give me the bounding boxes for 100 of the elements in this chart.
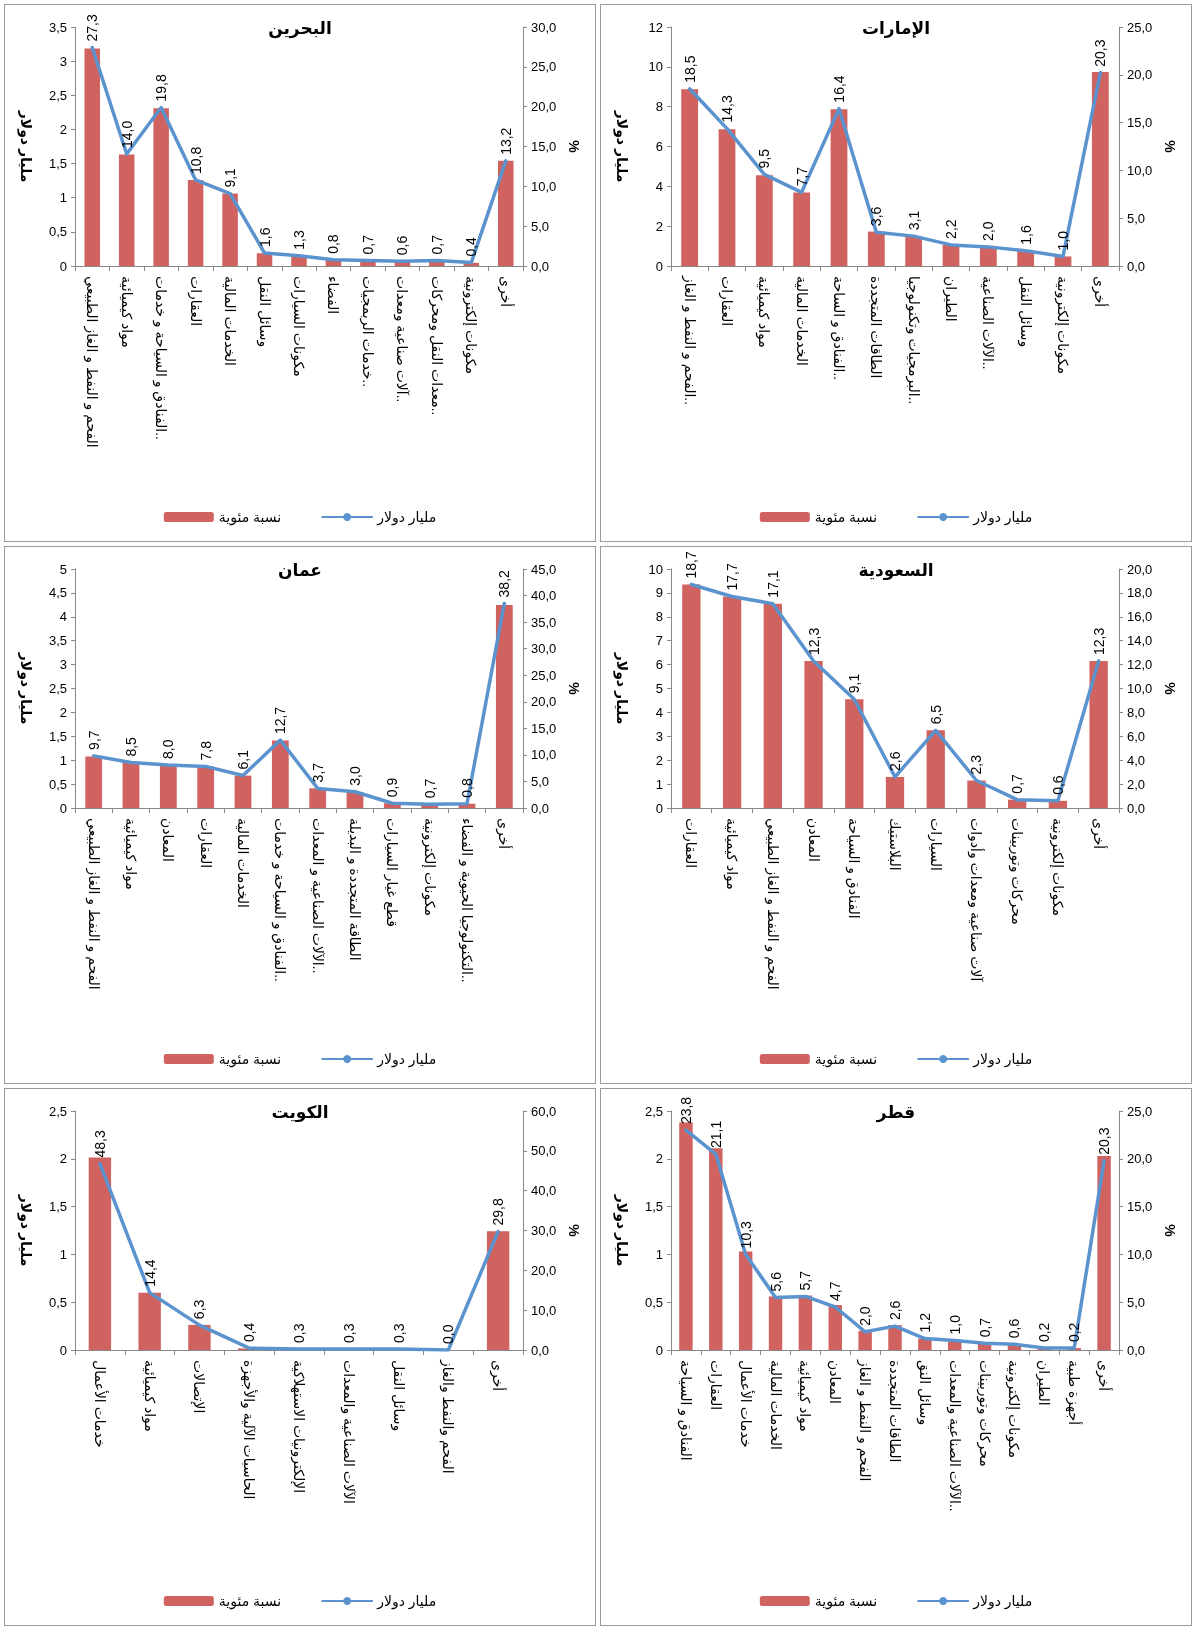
data-label: 14,0: [118, 120, 135, 149]
y2-tick-label: 30,0: [531, 1223, 557, 1238]
x-tick-label: الفضاء: [325, 276, 342, 315]
x-tick-label: مواد كيميائية: [117, 276, 135, 348]
x-tick-label: الفحم و النفط و الغاز: [856, 1359, 874, 1482]
chart-title: السعودية: [858, 561, 934, 581]
chart-title: الإمارات: [861, 19, 931, 38]
y2-tick-label: 15,0: [1127, 1199, 1153, 1215]
x-tick-label: العقارات: [186, 276, 204, 327]
data-label: 14,3: [719, 95, 735, 123]
y-tick-label: 10: [648, 59, 663, 75]
y-tick-label: 8: [655, 99, 663, 115]
x-tick-label: الفحم والنفط والغاز: [439, 1359, 457, 1474]
y2-tick-label: 50,0: [531, 1143, 557, 1159]
x-tick-label: الخدمات المالية: [235, 818, 251, 908]
x-tick-label: الفنادق و السياحة: [676, 1360, 694, 1461]
y2-tick-label: 8,0: [1127, 704, 1146, 720]
data-label: 0,7: [1009, 773, 1026, 794]
x-tick-label: الطيران: [942, 276, 959, 322]
y2-tick-label: 0,0: [531, 258, 550, 274]
data-label: 13,2: [497, 127, 514, 155]
data-label: 20,3: [1092, 39, 1109, 67]
data-label: 21,1: [707, 1120, 724, 1149]
y2-tick-label: 20,0: [531, 99, 557, 115]
x-tick-label: الفحم و النفط و الغاز الطبيعي: [83, 276, 101, 448]
bar: [187, 179, 204, 266]
y2-tick-label: 40,0: [531, 1183, 557, 1199]
data-label: 17,7: [724, 563, 741, 591]
y-tick-label: 0,5: [48, 224, 67, 240]
bar: [309, 788, 327, 808]
x-tick-label: البلاستيك: [887, 818, 903, 871]
data-label: 5,7: [797, 1270, 814, 1291]
y-tick-label: 1,5: [48, 156, 67, 172]
x-tick-label: آلات صناعية ومعدات وأدوات: [967, 818, 986, 983]
data-label: 1,0: [1055, 230, 1071, 251]
x-tick-label: وسائل النقل: [1016, 276, 1034, 348]
x-tick-label: البرمجيات وتكنولوجيا..: [904, 276, 922, 405]
y-axis-title: مليار دولار: [17, 1193, 34, 1267]
y2-tick-label: 25,0: [531, 667, 557, 683]
bar: [234, 775, 252, 808]
y2-tick-label: 30,0: [531, 19, 557, 35]
bar: [709, 1148, 723, 1350]
data-label: 1,6: [256, 227, 273, 248]
data-label: 0,9: [384, 777, 401, 798]
x-tick-label: الفنادق و السياحة و خدمات..: [271, 818, 289, 982]
data-label: 9,5: [756, 148, 773, 169]
data-label: 2,6: [887, 1300, 903, 1321]
y2-tick-label: 5,0: [531, 773, 550, 789]
y2-tick-label: 16,0: [1127, 609, 1153, 625]
data-label: 0,8: [325, 234, 342, 254]
y-tick-label: 0: [59, 800, 67, 816]
y2-tick-label: 35,0: [531, 614, 557, 630]
chart-title: الكويت: [271, 1103, 329, 1123]
data-label: 10,8: [187, 146, 204, 174]
bar: [858, 1330, 872, 1350]
chart-title: قطر: [875, 1103, 916, 1123]
data-label: 12,3: [805, 627, 822, 656]
y-tick-label: 4: [655, 704, 663, 720]
x-tick-label: الخدمات المالية: [793, 276, 810, 366]
x-tick-label: قطع غيار السيارات: [383, 818, 401, 927]
data-label: 2,0: [857, 1306, 874, 1326]
bar: [122, 762, 140, 808]
legend-label: مليار دولار: [376, 509, 437, 526]
y-tick-label: 2,5: [48, 87, 67, 103]
y-axis-title: مليار دولار: [613, 1193, 630, 1267]
y-tick-label: 2: [655, 218, 663, 234]
y-tick-label: 2: [59, 1151, 67, 1167]
data-label: 0,2: [1036, 1322, 1053, 1343]
x-tick-label: أخرى: [1091, 276, 1110, 308]
data-label: 18,5: [681, 55, 698, 83]
y-tick-label: 2: [655, 1151, 663, 1167]
chart-title: البحرين: [268, 19, 332, 39]
y2-axis-title: %: [566, 682, 583, 696]
y2-tick-label: 25,0: [531, 59, 557, 75]
bar: [118, 154, 135, 266]
x-tick-label: الإلكترونيات الاستهلاكية: [290, 1360, 307, 1494]
y-tick-label: 2: [655, 752, 663, 768]
y-tick-label: 2: [59, 121, 67, 137]
x-tick-label: الطاقات المتجددة: [887, 1360, 903, 1463]
bar: [830, 109, 848, 266]
bar: [153, 108, 169, 266]
bar: [718, 129, 736, 266]
x-tick-label: الطيران: [1035, 1360, 1053, 1406]
data-label: 7,7: [793, 166, 810, 187]
data-label: 8,5: [123, 736, 139, 757]
y2-tick-label: 15,0: [1127, 115, 1153, 131]
x-tick-label: الفحم و النفط و الغاز الطبيعي: [763, 818, 781, 990]
x-tick-label: وسائل النقل: [389, 1360, 407, 1432]
y2-tick-label: 5,0: [531, 218, 550, 234]
x-tick-label: وسائل النقل: [255, 276, 273, 348]
data-label: 8,0: [160, 739, 177, 759]
y-tick-label: 3: [655, 728, 663, 744]
legend-label: مليار دولار: [972, 509, 1033, 526]
bar: [738, 1251, 753, 1350]
data-label: 6,1: [235, 749, 251, 770]
y-tick-label: 3,5: [48, 633, 67, 649]
legend-label: مليار دولار: [972, 1051, 1033, 1068]
y-tick-label: 0: [655, 1342, 663, 1358]
data-label: 12,7: [272, 706, 289, 735]
bar: [905, 236, 923, 266]
